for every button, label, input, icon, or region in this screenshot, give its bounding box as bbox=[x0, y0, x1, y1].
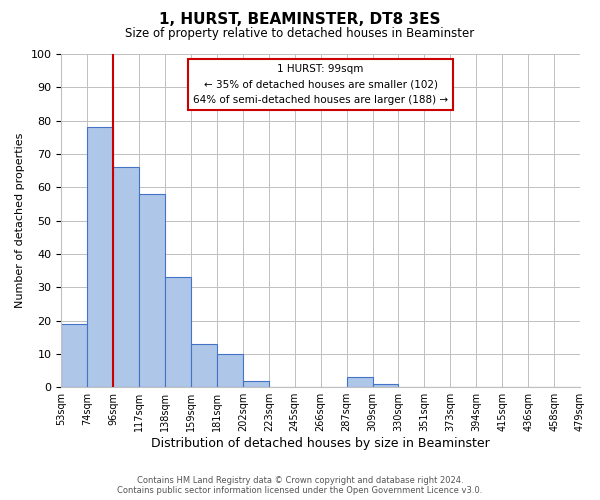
Text: Size of property relative to detached houses in Beaminster: Size of property relative to detached ho… bbox=[125, 28, 475, 40]
X-axis label: Distribution of detached houses by size in Beaminster: Distribution of detached houses by size … bbox=[151, 437, 490, 450]
Text: 1, HURST, BEAMINSTER, DT8 3ES: 1, HURST, BEAMINSTER, DT8 3ES bbox=[159, 12, 441, 28]
Bar bbox=[61, 324, 87, 387]
Bar bbox=[139, 194, 165, 387]
Bar bbox=[113, 168, 139, 387]
Bar bbox=[243, 380, 269, 387]
Y-axis label: Number of detached properties: Number of detached properties bbox=[15, 133, 25, 308]
Bar bbox=[165, 277, 191, 387]
Bar bbox=[191, 344, 217, 387]
Bar bbox=[373, 384, 398, 387]
Text: Contains HM Land Registry data © Crown copyright and database right 2024.
Contai: Contains HM Land Registry data © Crown c… bbox=[118, 476, 482, 495]
Bar bbox=[347, 377, 373, 387]
Bar bbox=[217, 354, 243, 387]
Text: 1 HURST: 99sqm
← 35% of detached houses are smaller (102)
64% of semi-detached h: 1 HURST: 99sqm ← 35% of detached houses … bbox=[193, 64, 448, 105]
Bar bbox=[87, 128, 113, 387]
